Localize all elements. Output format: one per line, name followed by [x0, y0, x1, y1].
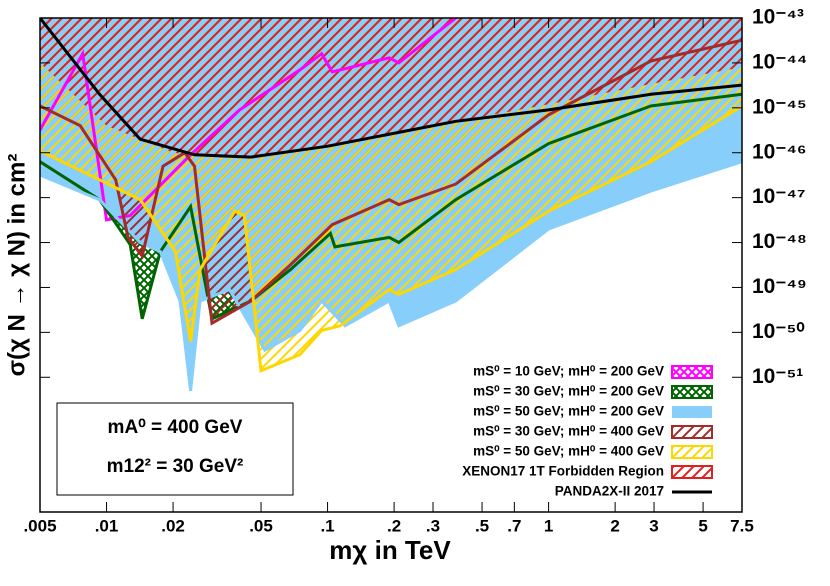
legend-label: mS⁰ = 30 GeV; mH⁰ = 200 GeV — [473, 384, 664, 399]
x-tick-label: .1 — [320, 516, 334, 535]
legend-swatch — [671, 425, 713, 439]
y-tick-label: 10⁻⁴⁸ — [752, 230, 807, 253]
legend-label: mS⁰ = 50 GeV; mH⁰ = 400 GeV — [473, 444, 664, 459]
plot-frame — [39, 17, 743, 513]
x-tick-label: .02 — [161, 516, 185, 535]
legend-label: mS⁰ = 50 GeV; mH⁰ = 200 GeV — [473, 404, 664, 419]
x-tick-label: .005 — [23, 516, 56, 535]
x-tick-label: .5 — [475, 516, 489, 535]
curve — [40, 18, 457, 222]
legend-swatch — [671, 465, 713, 479]
curve — [40, 18, 742, 159]
annotation: m12² = 30 GeV² — [107, 456, 244, 477]
legend-swatch — [671, 365, 713, 379]
y-tick-label: 10⁻⁵⁰ — [752, 320, 805, 343]
x-tick-label: .01 — [95, 516, 119, 535]
x-tick-label: .7 — [507, 516, 521, 535]
legend-label: mS⁰ = 30 GeV; mH⁰ = 400 GeV — [473, 424, 664, 439]
curve — [40, 92, 742, 321]
y-tick-label: 10⁻⁴³ — [752, 6, 804, 29]
x-tick-label: 7.5 — [730, 516, 754, 535]
curve — [40, 160, 742, 391]
x-tick-label: 1 — [544, 516, 553, 535]
x-axis-label: mχ in TeV — [329, 535, 451, 565]
curve — [40, 38, 742, 326]
x-tick-label: .3 — [426, 516, 440, 535]
y-tick-label: 10⁻⁴⁹ — [752, 275, 807, 298]
y-tick-label: 10⁻⁴⁷ — [752, 185, 806, 208]
x-tick-label: 5 — [698, 516, 707, 535]
y-tick-label: 10⁻⁴⁴ — [752, 50, 807, 73]
legend-label: XENON17 1T Forbidden Region — [462, 464, 664, 479]
y-tick-label: 10⁻⁴⁶ — [752, 140, 807, 163]
y-axis-label: σ(χ N → χ N) in cm² — [3, 154, 30, 377]
y-tick-label: 10⁻⁴⁵ — [752, 95, 807, 118]
legend-swatch — [671, 385, 713, 399]
y-tick-label: 10⁻⁵¹ — [752, 365, 803, 388]
legend-label: mS⁰ = 10 GeV; mH⁰ = 200 GeV — [473, 364, 664, 379]
legend-swatch — [672, 406, 712, 418]
curves — [40, 18, 742, 391]
region — [40, 18, 742, 158]
x-tick-label: 2 — [610, 516, 619, 535]
x-tick-label: .05 — [249, 516, 273, 535]
legend-swatch — [671, 445, 713, 459]
info-box — [56, 402, 294, 496]
legend-label: PANDA2X-II 2017 — [555, 484, 664, 499]
x-tick-label: .2 — [387, 516, 401, 535]
annotation: mA⁰ = 400 GeV — [108, 417, 243, 438]
curve — [40, 104, 742, 373]
x-tick-label: 3 — [649, 516, 658, 535]
